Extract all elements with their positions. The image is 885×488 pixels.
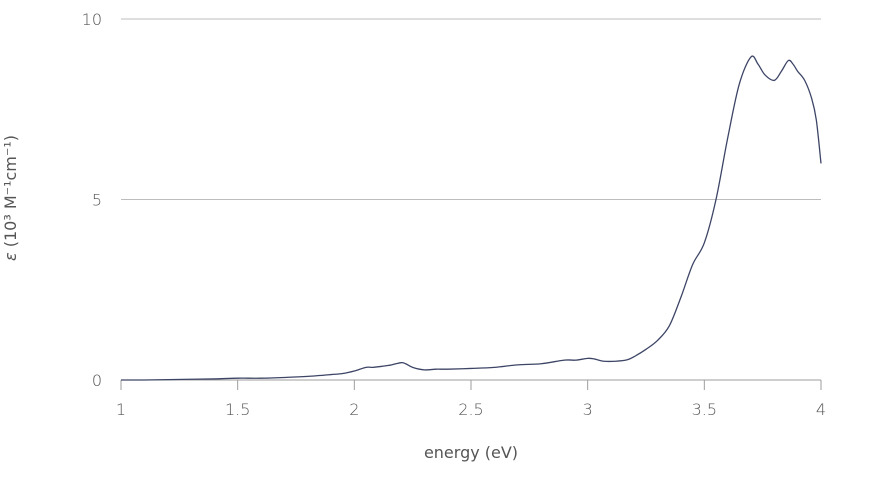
x-tick-label-1.5: 1.5 (225, 400, 250, 419)
y-axis-ticks: 0 5 10 (82, 10, 102, 390)
y-tick-label-0: 0 (92, 371, 102, 390)
x-tick-label-2.5: 2.5 (458, 400, 483, 419)
grid-lines (121, 18, 821, 200)
x-tick-label-1: 1 (116, 400, 126, 419)
series-group (120, 55, 822, 381)
x-axis-ticks: 1 1.5 2 2.5 3 3.5 4 (116, 380, 826, 419)
x-tick-label-3.5: 3.5 (692, 400, 717, 419)
spectrum-line-0 (120, 55, 822, 381)
x-axis-label: energy (eV) (424, 443, 518, 462)
x-tick-label-2: 2 (349, 400, 359, 419)
x-tick-label-4: 4 (816, 400, 826, 419)
y-axis-unit: (10³ M⁻¹cm⁻¹) (1, 135, 20, 252)
y-axis-symbol: ε (1, 252, 20, 261)
x-tick-label-3: 3 (583, 400, 593, 419)
y-axis-label: ε (10³ M⁻¹cm⁻¹) (1, 135, 20, 261)
y-tick-label-5: 5 (92, 191, 102, 210)
y-tick-label-10: 10 (82, 10, 102, 29)
